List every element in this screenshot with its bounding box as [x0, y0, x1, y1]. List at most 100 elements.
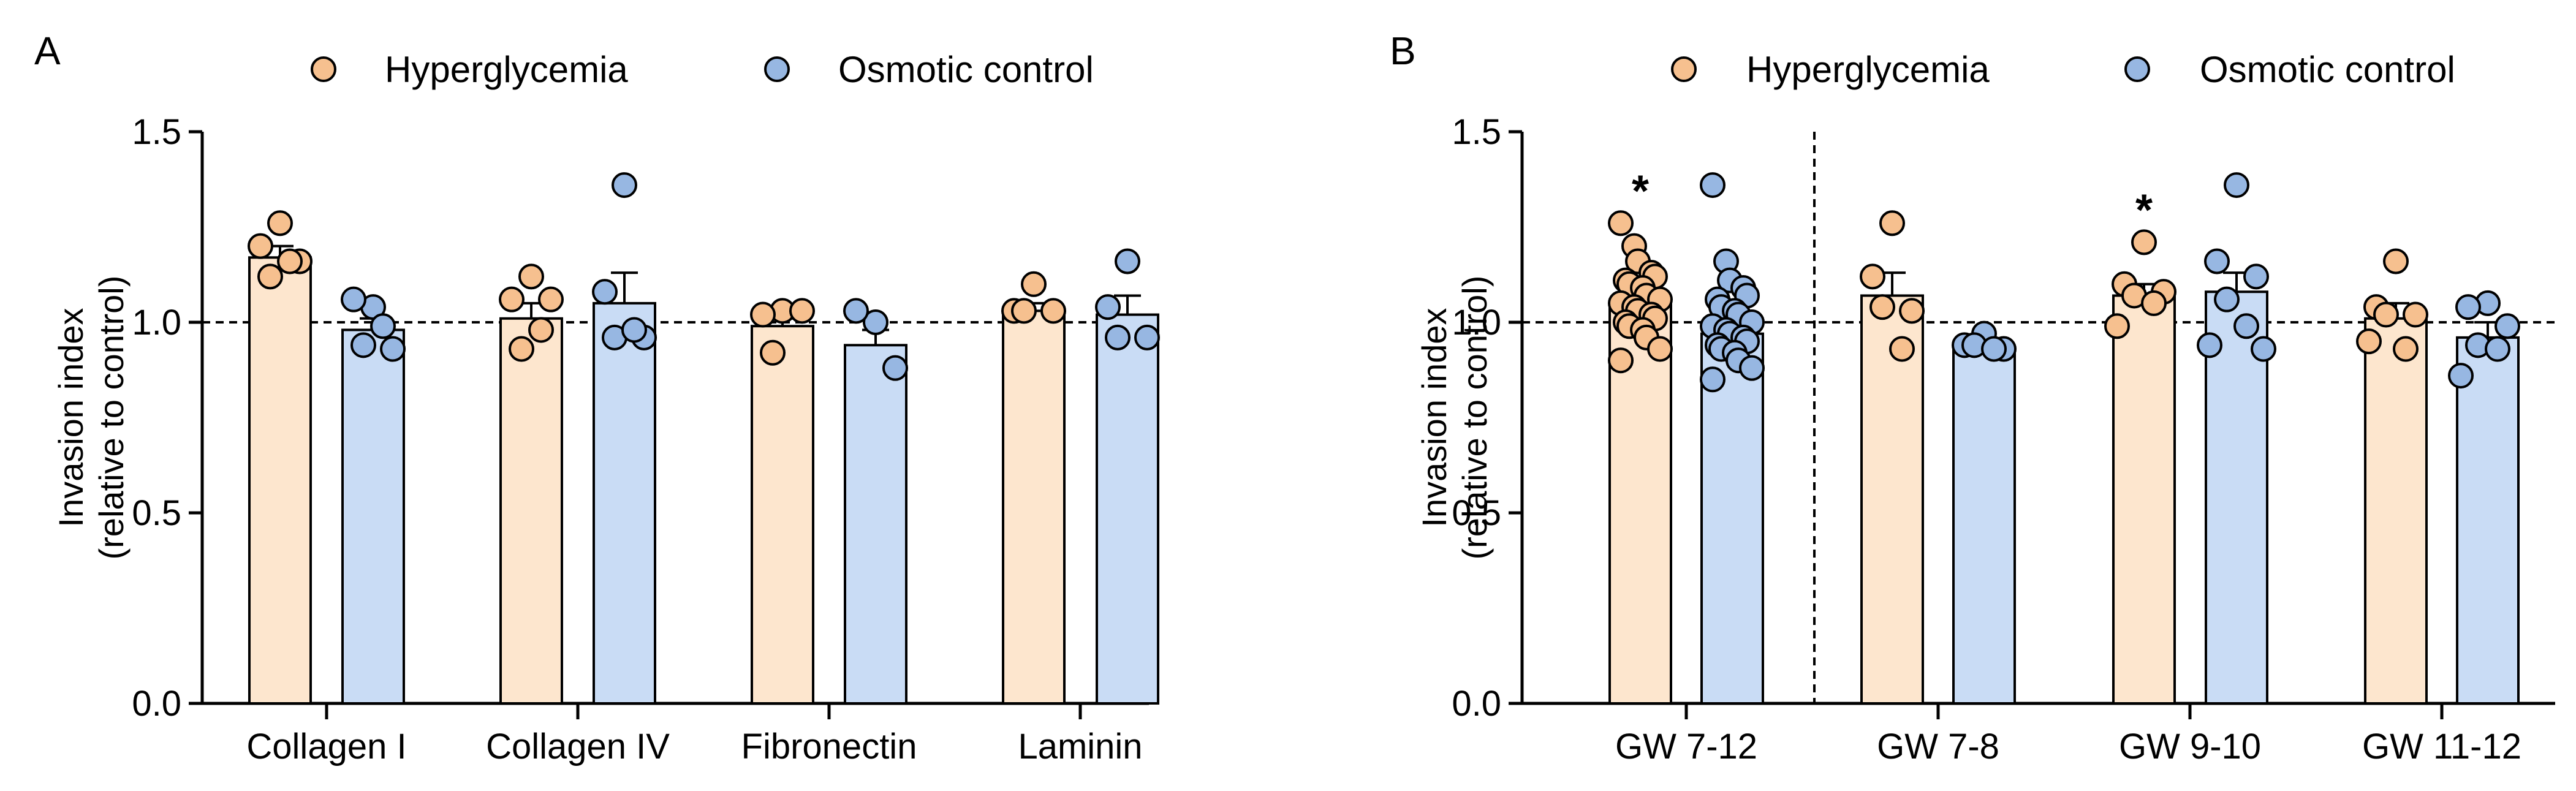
- panel-label: A: [34, 29, 61, 73]
- y-axis-title: (relative to control): [92, 276, 131, 560]
- data-point-hyperglycemia: [2373, 301, 2399, 328]
- data-point-hyperglycemia: [257, 263, 283, 290]
- significance-marker: *: [1632, 167, 1649, 216]
- x-tick-label: GW 11-12: [2362, 727, 2521, 766]
- x-tick-label: Collagen I: [246, 727, 406, 766]
- x-tick-label: Collagen IV: [486, 727, 670, 766]
- data-point-hyperglycemia: [2356, 328, 2382, 355]
- data-point-osmotic-control: [380, 336, 406, 362]
- y-axis-title: (relative to control): [1455, 276, 1494, 560]
- data-point-osmotic-control: [350, 332, 376, 358]
- data-point-osmotic-control: [2204, 248, 2230, 274]
- y-tick-label: 1.0: [1452, 303, 1501, 343]
- bar-osmotic-control: [1700, 332, 1764, 705]
- data-point-hyperglycemia: [538, 286, 564, 312]
- y-tick-label: 0.5: [1452, 493, 1501, 533]
- data-point-osmotic-control: [612, 172, 637, 199]
- data-point-hyperglycemia: [789, 298, 815, 324]
- bar-hyperglycemia: [2112, 294, 2176, 705]
- x-tick-label: Fibronectin: [741, 727, 917, 766]
- data-point-hyperglycemia: [499, 286, 525, 312]
- bar-hyperglycemia: [248, 256, 312, 705]
- data-point-hyperglycemia: [509, 336, 534, 362]
- data-point-hyperglycemia: [1889, 336, 1915, 362]
- data-point-osmotic-control: [843, 298, 869, 324]
- legend-label: Osmotic control: [2200, 49, 2455, 90]
- data-point-osmotic-control: [882, 355, 908, 381]
- data-point-osmotic-control: [2448, 363, 2474, 389]
- data-point-osmotic-control: [1739, 355, 1765, 381]
- y-axis-title: Invasion index: [51, 308, 90, 527]
- data-point-osmotic-control: [592, 279, 618, 305]
- data-point-osmotic-control: [1981, 336, 2007, 362]
- data-point-hyperglycemia: [248, 233, 273, 259]
- data-point-hyperglycemia: [2403, 301, 2428, 328]
- data-point-osmotic-control: [2455, 294, 2481, 320]
- data-point-osmotic-control: [863, 309, 888, 335]
- data-point-osmotic-control: [1105, 324, 1131, 350]
- legend-marker-osmotic-control: [764, 56, 790, 82]
- data-point-osmotic-control: [2233, 313, 2259, 339]
- data-point-hyperglycemia: [528, 317, 554, 343]
- data-point-hyperglycemia: [267, 210, 293, 237]
- bar-hyperglycemia: [1002, 309, 1066, 705]
- y-tick-label: 0.5: [132, 493, 181, 533]
- data-point-osmotic-control: [2251, 336, 2276, 362]
- x-tick-label: GW 7-8: [1877, 727, 1999, 766]
- y-tick-label: 1.5: [1452, 112, 1501, 152]
- x-tick-label: GW 7-12: [1615, 727, 1757, 766]
- data-point-hyperglycemia: [1879, 210, 1905, 237]
- data-point-hyperglycemia: [277, 248, 303, 274]
- bar-hyperglycemia: [2364, 317, 2428, 705]
- data-point-osmotic-control: [2243, 263, 2269, 290]
- data-point-hyperglycemia: [1869, 294, 1895, 320]
- bar-osmotic-control: [593, 301, 656, 705]
- data-point-osmotic-control: [1115, 248, 1140, 274]
- bar-osmotic-control: [2456, 336, 2520, 705]
- data-point-osmotic-control: [1700, 172, 1726, 199]
- data-point-hyperglycemia: [1899, 298, 1925, 324]
- legend-label: Osmotic control: [838, 49, 1094, 90]
- data-point-hyperglycemia: [2141, 290, 2167, 316]
- x-tick-label: GW 9-10: [2119, 727, 2261, 766]
- y-tick-label: 1.5: [132, 112, 181, 152]
- data-point-osmotic-control: [2197, 332, 2222, 358]
- data-point-hyperglycemia: [2393, 336, 2419, 362]
- data-point-hyperglycemia: [1647, 336, 1673, 362]
- y-axis-title: Invasion index: [1415, 308, 1453, 527]
- significance-marker: *: [2135, 186, 2153, 235]
- data-point-hyperglycemia: [1608, 210, 1634, 237]
- y-tick-label: 0.0: [1452, 684, 1501, 724]
- data-point-hyperglycemia: [1608, 347, 1634, 374]
- data-point-hyperglycemia: [2383, 248, 2409, 274]
- legend-marker-hyperglycemia: [311, 56, 336, 82]
- y-tick-label: 0.0: [132, 684, 181, 724]
- legend-marker-osmotic-control: [2124, 56, 2150, 82]
- bar-osmotic-control: [341, 328, 405, 705]
- bar-osmotic-control: [1096, 313, 1159, 705]
- x-tick-label: Laminin: [1018, 727, 1142, 766]
- bar-hyperglycemia: [499, 317, 563, 705]
- data-point-hyperglycemia: [760, 339, 786, 366]
- legend-marker-hyperglycemia: [1671, 56, 1697, 82]
- data-point-osmotic-control: [2214, 286, 2240, 312]
- y-tick-label: 1.0: [132, 303, 181, 343]
- data-point-hyperglycemia: [1860, 263, 1885, 290]
- data-point-osmotic-control: [341, 286, 366, 312]
- data-point-osmotic-control: [1095, 294, 1121, 320]
- data-point-hyperglycemia: [750, 301, 776, 328]
- data-point-hyperglycemia: [2104, 313, 2130, 339]
- panel-b: B Hyperglycemia Osmotic control Invasion in…: [1390, 29, 2555, 766]
- bar-hyperglycemia: [1860, 294, 1924, 705]
- data-point-osmotic-control: [2495, 313, 2520, 339]
- data-point-hyperglycemia: [1021, 271, 1047, 297]
- data-point-osmotic-control: [1700, 366, 1726, 393]
- data-point-osmotic-control: [2224, 172, 2249, 199]
- data-point-osmotic-control: [370, 313, 396, 339]
- data-point-hyperglycemia: [1011, 298, 1037, 324]
- legend-label: Hyperglycemia: [385, 49, 628, 90]
- bar-osmotic-control: [844, 344, 907, 705]
- panel-label: B: [1390, 29, 1416, 73]
- data-point-hyperglycemia: [1040, 298, 1066, 324]
